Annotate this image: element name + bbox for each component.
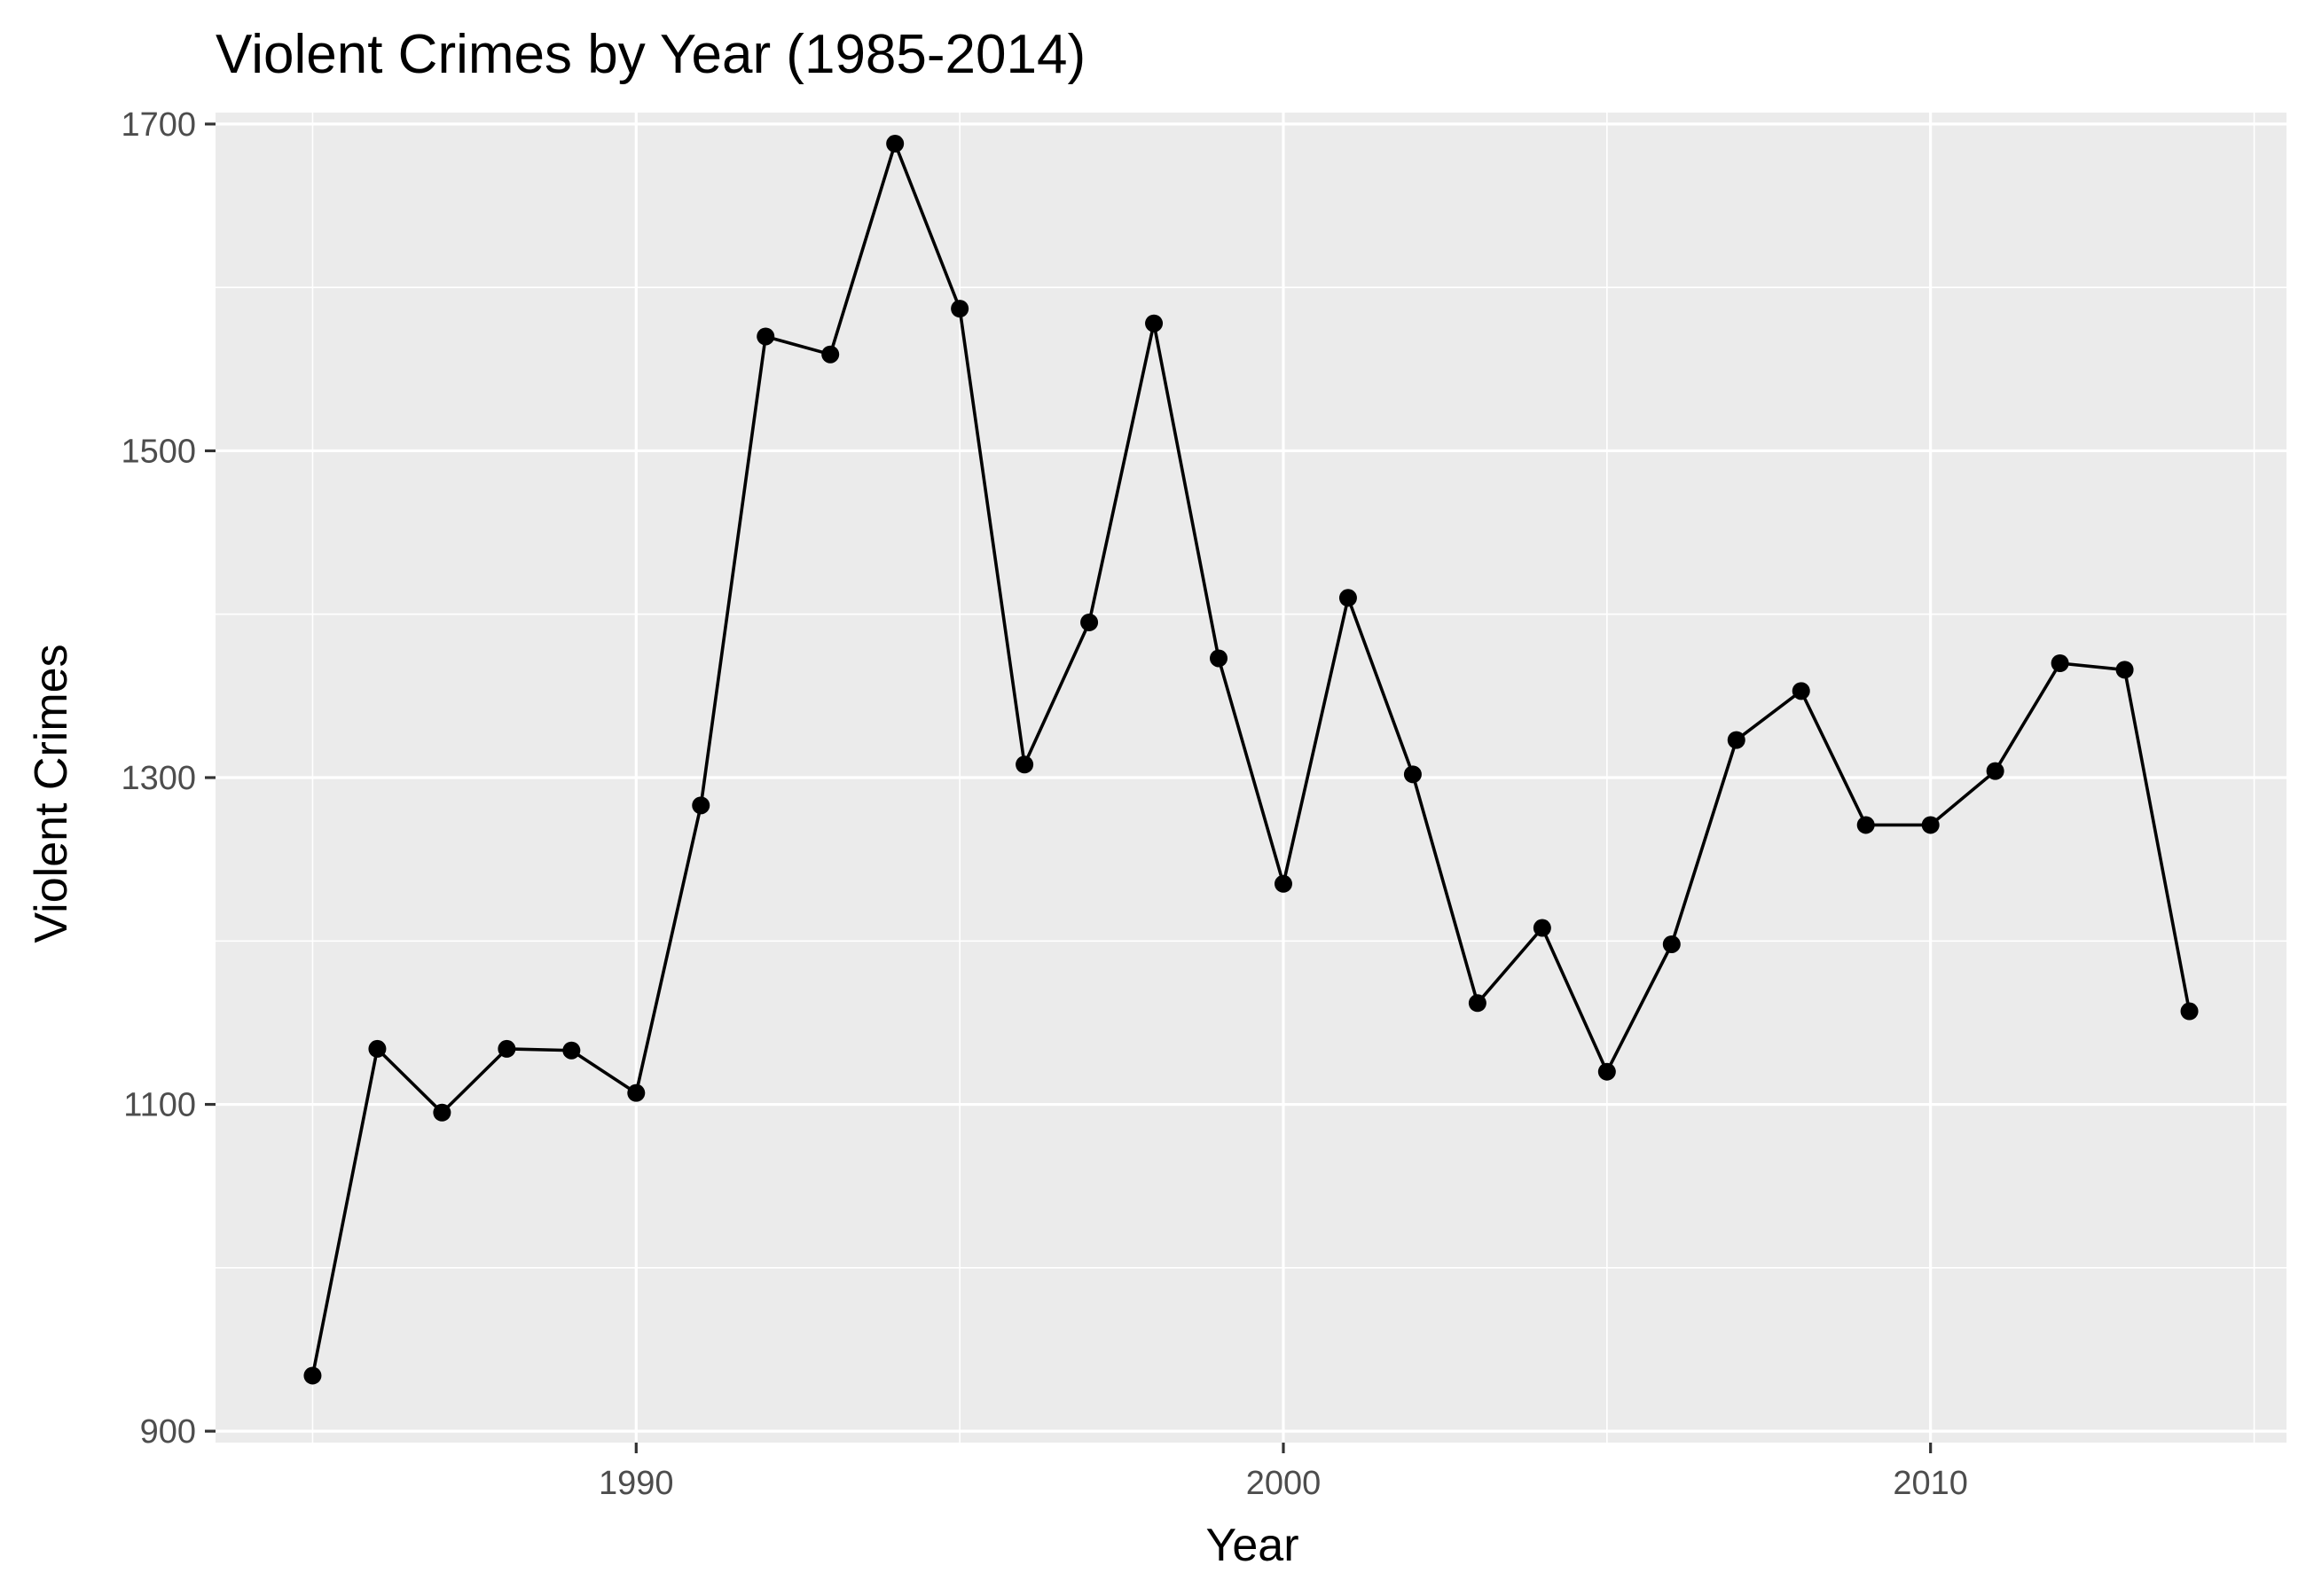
x-tick-label: 1990 — [599, 1465, 674, 1502]
data-point — [1145, 314, 1164, 332]
data-point — [951, 300, 969, 318]
x-tick-label: 2010 — [1893, 1465, 1968, 1502]
data-point — [757, 327, 775, 346]
x-axis-title: Year — [1205, 1520, 1298, 1571]
data-point — [498, 1039, 516, 1058]
data-point — [433, 1103, 451, 1122]
data-point — [1080, 613, 1099, 631]
chart-title: Violent Crimes by Year (1985-2014) — [216, 24, 1086, 85]
y-tick-label: 1700 — [121, 106, 196, 144]
data-point — [2051, 654, 2069, 673]
data-point — [1274, 874, 1292, 893]
series-line — [310, 142, 2192, 1376]
axis-ticks — [205, 122, 1933, 1453]
data-point — [886, 135, 905, 153]
data-point — [627, 1084, 646, 1102]
data-point — [368, 1039, 387, 1058]
y-tick-label: 1100 — [123, 1087, 196, 1124]
data-point — [1338, 589, 1357, 607]
data-point — [821, 345, 840, 364]
y-axis-title: Violent Crimes — [26, 644, 77, 943]
data-point — [1016, 755, 1034, 774]
data-point — [1921, 816, 1940, 834]
data-point — [1468, 994, 1486, 1013]
data-point — [2115, 661, 2134, 679]
major-gridlines — [216, 113, 2286, 1443]
data-point — [303, 1366, 322, 1385]
data-points — [303, 135, 2199, 1385]
data-point — [2180, 1002, 2199, 1021]
data-point — [1210, 649, 1228, 668]
data-point — [1986, 762, 2004, 780]
y-tick-label: 900 — [140, 1413, 196, 1451]
data-point — [692, 796, 710, 815]
y-tick-label: 1300 — [121, 760, 196, 797]
axis-tick-labels: 1990 2000 2010 900 1100 1300 1500 1700 — [121, 106, 1967, 1502]
data-point — [562, 1041, 581, 1060]
data-point — [1533, 919, 1551, 937]
data-point — [1662, 935, 1681, 953]
data-point — [1727, 731, 1745, 749]
x-tick-label: 2000 — [1246, 1465, 1322, 1502]
data-point — [1856, 816, 1875, 834]
data-point — [1403, 765, 1422, 784]
data-point — [1792, 682, 1810, 700]
data-point — [1597, 1062, 1616, 1081]
y-tick-label: 1500 — [121, 433, 196, 470]
